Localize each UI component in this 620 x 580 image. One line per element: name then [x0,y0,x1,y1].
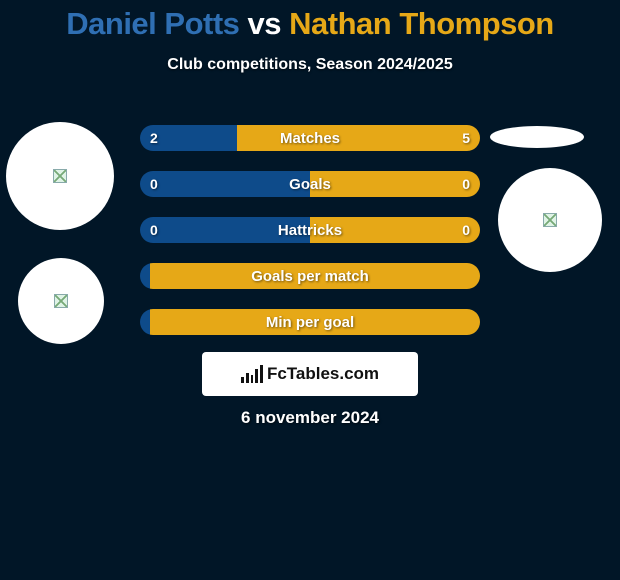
page-title: Daniel Potts vs Nathan Thompson [0,0,620,42]
stat-bar: Goals per match [140,263,480,289]
placeholder-icon [54,294,68,308]
placeholder-icon [53,169,67,183]
stat-bar: Hattricks0 0 [140,217,480,243]
stat-bar: Goals0 0 [140,171,480,197]
brand-bars-icon [241,365,263,383]
stat-bar: Min per goal [140,309,480,335]
subtitle: Club competitions, Season 2024/2025 [0,56,620,74]
bar-value-left: 0 [140,171,168,197]
title-vs: vs [248,6,281,41]
avatar-right [498,168,602,272]
bar-label: Goals [140,171,480,197]
bar-label: Matches [140,125,480,151]
brand-text: FcTables.com [267,364,379,384]
bar-label: Hattricks [140,217,480,243]
bar-value-left: 0 [140,217,168,243]
date-text: 6 november 2024 [0,408,620,428]
bar-value-right: 5 [452,125,480,151]
bar-value-right: 0 [452,217,480,243]
title-player2: Nathan Thompson [289,6,554,41]
title-player1: Daniel Potts [66,6,239,41]
bar-value-right: 0 [452,171,480,197]
brand-box: FcTables.com [202,352,418,396]
ellipse-decor [490,126,584,148]
avatar-left-bottom [18,258,104,344]
avatar-left-top [6,122,114,230]
stat-bar: Matches2 5 [140,125,480,151]
bar-label: Goals per match [140,263,480,289]
bar-label: Min per goal [140,309,480,335]
bar-value-left: 2 [140,125,168,151]
comparison-bars: Matches25Goals00Hattricks00Goals per mat… [140,125,480,355]
placeholder-icon [543,213,557,227]
